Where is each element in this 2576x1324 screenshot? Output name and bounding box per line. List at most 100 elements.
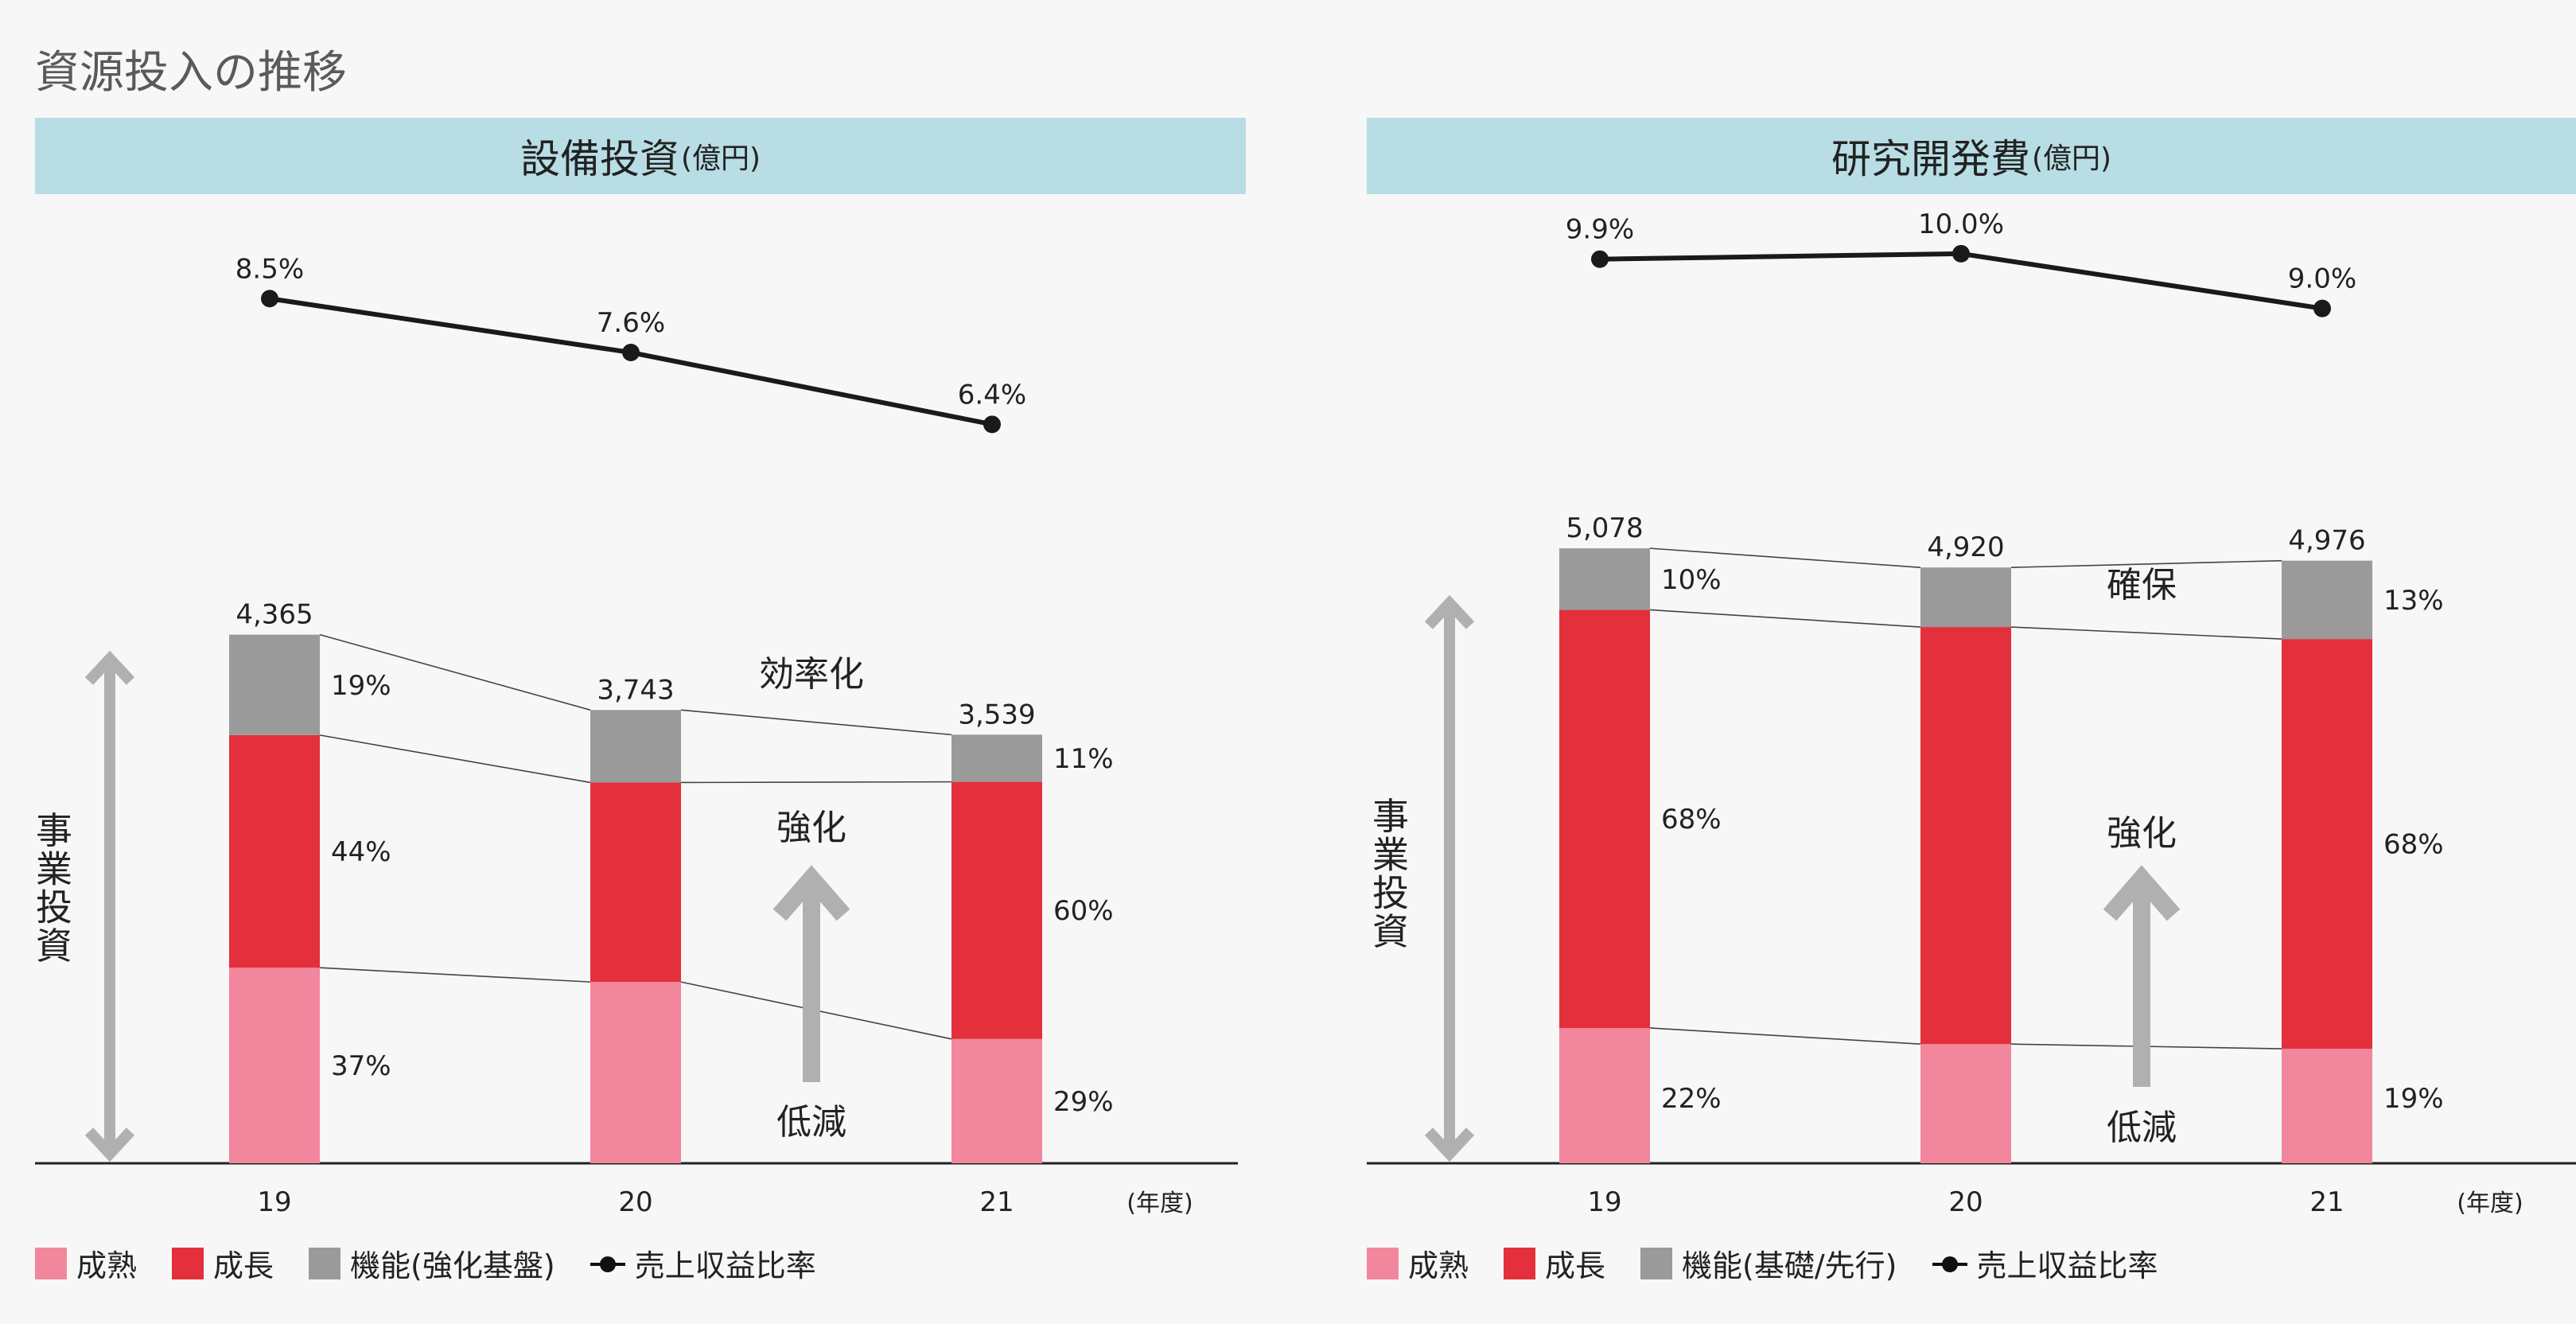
capex-bar-segment-growth (229, 734, 320, 968)
capex-business-investment-label-char: 投 (36, 886, 72, 929)
rnd-business-investment-label-char: 投 (1372, 872, 1409, 915)
legend-label-function: 機能(基礎/先行) (1682, 1248, 1897, 1283)
capex-year-unit: (年度) (1127, 1190, 1193, 1217)
rnd-legend: 成熟 成長 機能(基礎/先行) 売上収益比率 (1367, 1241, 2193, 1285)
capex-connector-line (319, 633, 591, 711)
rnd-bar-segment-function (1559, 548, 1650, 610)
rnd-x-tick-label: 21 (2309, 1186, 2344, 1218)
rnd-percent-label: 68% (2383, 829, 2444, 861)
capex-reduce-label: 低減 (776, 1102, 846, 1143)
capex-bar-segment-growth (590, 782, 681, 983)
capex-bar-segment-function (951, 734, 1042, 782)
legend-item-growth: 成長 (172, 1241, 274, 1285)
rnd-percent-label: 68% (1661, 804, 1722, 835)
legend-swatch-mature (35, 1247, 67, 1279)
capex-chart-title: 設備投資 (519, 136, 679, 182)
capex-x-tick-label: 20 (618, 1186, 652, 1218)
legend-label-growth: 成長 (1545, 1248, 1606, 1283)
rnd-chart-title: 研究開発費 (1831, 136, 2030, 182)
legend-item-ratio: 売上収益比率 (1932, 1241, 2158, 1285)
capex-business-investment-label-char: 業 (36, 847, 72, 890)
capex-total-label: 3,539 (958, 699, 1035, 730)
rnd-bar-segment-function (1920, 567, 2011, 628)
capex-percent-label: 60% (1053, 895, 1114, 927)
capex-up-arrow-icon-head (772, 865, 850, 921)
capex-ratio-label: 8.5% (235, 253, 304, 285)
capex-double-arrow-icon-top-head (84, 650, 135, 685)
rnd-percent-label: 10% (1661, 564, 1722, 596)
legend-label-function: 機能(強化基盤) (350, 1248, 555, 1283)
rnd-enhance-label: 強化 (2107, 813, 2177, 854)
rnd-bar-segment-function (2282, 560, 2372, 640)
legend-label-growth: 成長 (213, 1248, 274, 1283)
legend-label-mature: 成熟 (76, 1248, 138, 1283)
rnd-bar-segment-mature (1920, 1044, 2011, 1163)
rnd-up-arrow-icon (2103, 865, 2181, 1087)
capex-bar-segment-mature (229, 968, 320, 1163)
capex-bar-segment-function (229, 634, 320, 735)
capex-double-arrow-icon (84, 650, 135, 1162)
capex-legend: 成熟 成長 機能(強化基盤) 売上収益比率 (35, 1241, 851, 1285)
capex-connector-line (680, 781, 952, 784)
capex-enhance-label: 強化 (776, 808, 846, 848)
rnd-percent-label: 22% (1661, 1083, 1722, 1115)
rnd-ratio-label: 9.9% (1566, 214, 1634, 246)
capex-total-label: 4,365 (235, 599, 313, 631)
rnd-total-label: 4,920 (1927, 532, 2004, 563)
rnd-year-unit: (年度) (2457, 1190, 2523, 1217)
rnd-total-label: 4,976 (2288, 525, 2365, 557)
capex-ratio-label: 7.6% (597, 307, 665, 339)
rnd-connector-line (1649, 609, 1921, 628)
rnd-x-tick-label: 20 (1948, 1186, 1983, 1218)
rnd-ratio-point (1591, 250, 1609, 268)
legend-item-function: 機能(強化基盤) (309, 1241, 555, 1285)
rnd-percent-label: 13% (2383, 585, 2444, 617)
capex-connector-line (319, 734, 591, 784)
legend-line-dot-icon (590, 1248, 625, 1279)
rnd-business-investment-label-char: 事 (1372, 795, 1409, 838)
capex-x-tick-label: 21 (979, 1186, 1014, 1218)
legend-label-ratio: 売上収益比率 (1976, 1248, 2158, 1283)
capex-percent-label: 19% (331, 670, 391, 702)
legend-swatch-growth (172, 1247, 204, 1279)
rnd-bar-segment-mature (2282, 1049, 2372, 1163)
capex-percent-label: 11% (1053, 743, 1114, 775)
legend-label-ratio: 売上収益比率 (634, 1248, 816, 1283)
rnd-reduce-label: 低減 (2107, 1108, 2177, 1148)
rnd-ratio-label: 10.0% (1918, 208, 2004, 240)
rnd-connector-line (1649, 1027, 1921, 1046)
capex-up-arrow-icon (772, 865, 850, 1082)
rnd-connector-line (1649, 547, 1921, 568)
rnd-business-investment-label-char: 資 (1372, 910, 1409, 953)
rnd-bar-segment-mature (1559, 1027, 1650, 1163)
rnd-connector-line (2010, 626, 2282, 640)
legend-swatch-growth (1504, 1247, 1536, 1279)
rnd-ratio-point (2313, 299, 2331, 317)
capex-bar-segment-mature (590, 982, 681, 1163)
rnd-double-arrow-icon (1424, 594, 1475, 1162)
rnd-bar-segment-growth (2282, 639, 2372, 1049)
capex-gap-annotation: 効率化 (759, 654, 864, 695)
capex-connector-line (319, 967, 591, 983)
rnd-gap-annotation: 確保 (2107, 565, 2177, 606)
legend-item-function: 機能(基礎/先行) (1640, 1241, 1897, 1285)
capex-ratio-point (983, 415, 1001, 434)
legend-item-mature: 成熟 (1367, 1241, 1469, 1285)
capex-double-arrow-icon-bottom-head (84, 1127, 135, 1162)
rnd-chart-unit: (億円) (2031, 142, 2112, 175)
capex-business-investment-label-char: 事 (36, 809, 72, 852)
capex-bar-segment-mature (951, 1038, 1042, 1163)
legend-item-growth: 成長 (1504, 1241, 1605, 1285)
legend-swatch-function (309, 1247, 341, 1279)
rnd-panel-header: 研究開発費 (億円) (1367, 118, 2576, 194)
page-title: 資源投入の推移 (35, 47, 347, 99)
rnd-bar-segment-growth (1559, 609, 1650, 1028)
legend-item-ratio: 売上収益比率 (590, 1241, 816, 1285)
legend-label-mature: 成熟 (1408, 1248, 1469, 1283)
capex-percent-label: 37% (331, 1050, 391, 1082)
legend-swatch-mature (1367, 1247, 1399, 1279)
capex-total-label: 3,743 (597, 674, 674, 706)
capex-percent-label: 44% (331, 836, 391, 868)
